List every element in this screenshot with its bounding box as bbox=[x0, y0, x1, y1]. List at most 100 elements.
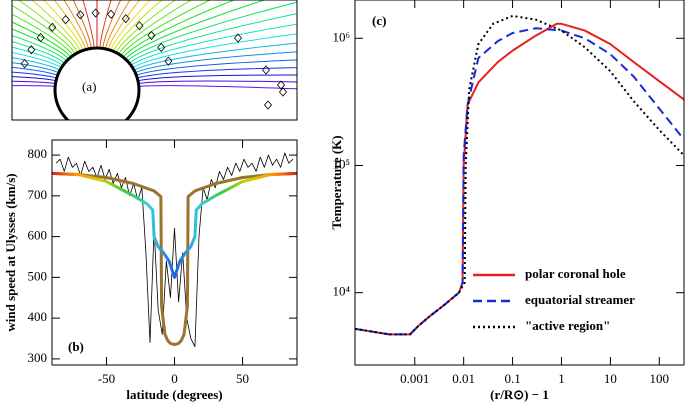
diamond-marker bbox=[135, 21, 144, 31]
x-tick-label: 0.1 bbox=[504, 371, 520, 386]
field-line bbox=[137, 74, 297, 82]
diamond-marker bbox=[27, 45, 36, 55]
diamond-marker bbox=[36, 32, 45, 43]
field-line bbox=[12, 57, 61, 71]
field-line bbox=[115, 0, 177, 53]
y-axis-title: wind speed at Ulysses (km/s) bbox=[3, 173, 18, 331]
field-line bbox=[110, 0, 151, 51]
field-line bbox=[12, 41, 66, 64]
field-line bbox=[82, 0, 95, 49]
x-tick-label: 0 bbox=[171, 371, 178, 386]
y-tick-label: 10⁴ bbox=[332, 284, 350, 299]
diamond-marker bbox=[278, 87, 288, 97]
field-line bbox=[138, 80, 297, 85]
diamond-marker bbox=[48, 22, 57, 32]
field-line bbox=[138, 85, 297, 90]
field-line bbox=[130, 23, 297, 66]
field-line bbox=[12, 28, 69, 60]
diamond-marker bbox=[107, 9, 116, 19]
panel-label: (b) bbox=[68, 339, 84, 354]
y-tick-label: 300 bbox=[28, 350, 48, 365]
field-line bbox=[113, 0, 163, 52]
field-line bbox=[12, 52, 62, 69]
field-line bbox=[107, 0, 141, 50]
y-tick-label: 800 bbox=[28, 146, 48, 161]
y-axis-title: Temperature (K) bbox=[329, 135, 344, 229]
diamond-marker bbox=[233, 33, 243, 43]
data-line bbox=[355, 22, 684, 336]
sun-limb bbox=[53, 46, 141, 120]
field-line bbox=[127, 1, 297, 62]
field-line bbox=[12, 85, 56, 87]
field-line bbox=[12, 62, 59, 74]
data-line bbox=[55, 152, 294, 348]
field-line bbox=[12, 71, 57, 79]
field-line bbox=[132, 33, 297, 69]
field-line bbox=[104, 0, 131, 49]
legend-label: polar coronal hole bbox=[525, 266, 626, 281]
field-line bbox=[118, 0, 193, 55]
x-tick-label: 10 bbox=[604, 371, 617, 386]
y-tick-label: 400 bbox=[28, 309, 48, 324]
diamond-marker bbox=[263, 100, 273, 110]
field-line bbox=[136, 59, 297, 76]
y-tick-label: 600 bbox=[28, 228, 48, 243]
legend-label: equatorial streamer bbox=[525, 292, 635, 307]
y-tick-label: 700 bbox=[28, 187, 48, 202]
panel-frame bbox=[51, 139, 298, 366]
diamond-marker bbox=[157, 42, 166, 53]
x-tick-label: -50 bbox=[98, 371, 115, 386]
field-line bbox=[63, 0, 90, 49]
plot-area bbox=[355, 14, 684, 336]
panel-label: (a) bbox=[82, 79, 96, 94]
data-line bbox=[355, 14, 684, 336]
field-line bbox=[102, 0, 122, 49]
data-line bbox=[355, 27, 684, 336]
x-tick-label: 1 bbox=[558, 371, 565, 386]
legend-label: "active region" bbox=[525, 318, 610, 333]
diamond-marker bbox=[61, 15, 70, 25]
field-line bbox=[135, 51, 297, 74]
panel-frame bbox=[11, 0, 298, 121]
diamond-marker bbox=[76, 10, 85, 20]
field-line bbox=[125, 0, 266, 60]
panel-label: (c) bbox=[372, 13, 386, 28]
field-line bbox=[99, 0, 112, 49]
y-tick-label: 10⁶ bbox=[332, 29, 350, 44]
field-line bbox=[122, 0, 236, 58]
y-tick-label: 500 bbox=[28, 268, 48, 283]
x-tick-label: 0.01 bbox=[452, 371, 475, 386]
field-line bbox=[133, 42, 297, 71]
diamond-marker bbox=[261, 65, 271, 75]
field-line bbox=[31, 0, 81, 52]
data-line bbox=[52, 171, 297, 279]
diamond-marker bbox=[276, 80, 286, 90]
x-tick-label: 100 bbox=[650, 371, 670, 386]
field-line bbox=[12, 4, 76, 55]
plot-area bbox=[52, 152, 297, 348]
field-line bbox=[12, 80, 56, 85]
field-line bbox=[53, 0, 87, 50]
field-line bbox=[128, 13, 297, 64]
x-tick-label: 0.001 bbox=[400, 371, 429, 386]
field-line bbox=[12, 46, 64, 66]
data-line bbox=[52, 171, 297, 347]
field-line bbox=[12, 76, 57, 82]
y-tick-label: 10⁵ bbox=[332, 156, 350, 171]
diamond-marker bbox=[20, 59, 29, 69]
field-line bbox=[12, 21, 72, 58]
diamond-marker bbox=[147, 30, 156, 41]
field-line bbox=[120, 0, 212, 56]
field-line bbox=[12, 35, 67, 62]
diamond-marker bbox=[91, 8, 100, 18]
field-line bbox=[12, 13, 74, 56]
field-line bbox=[17, 0, 79, 53]
x-axis-title: (r/R⊙) − 1 bbox=[490, 387, 549, 402]
panel-frame bbox=[354, 0, 685, 366]
field-line bbox=[12, 66, 58, 76]
x-tick-label: 50 bbox=[236, 371, 249, 386]
field-diagram bbox=[12, 0, 297, 120]
diamond-marker bbox=[121, 13, 130, 24]
field-line bbox=[72, 0, 92, 49]
